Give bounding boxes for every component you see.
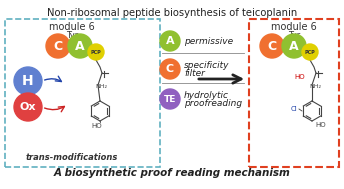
Text: Tyr: Tyr	[288, 31, 300, 40]
Text: filter: filter	[184, 68, 205, 77]
Circle shape	[160, 31, 180, 51]
Text: C: C	[267, 40, 277, 53]
Text: NH₂: NH₂	[95, 84, 107, 88]
Text: HO: HO	[92, 123, 102, 129]
Circle shape	[302, 44, 318, 60]
Text: trans-modifications: trans-modifications	[26, 153, 118, 162]
Text: Tyr: Tyr	[66, 31, 78, 40]
Text: A: A	[166, 36, 174, 46]
Text: HO: HO	[294, 74, 305, 80]
Text: permissive: permissive	[184, 36, 233, 46]
Text: C: C	[166, 64, 174, 74]
Text: A: A	[289, 40, 299, 53]
Text: module 6: module 6	[271, 22, 317, 32]
Text: Non-ribosomal peptide biosynthesis of teicoplanin: Non-ribosomal peptide biosynthesis of te…	[47, 8, 297, 18]
Text: PCP: PCP	[90, 50, 101, 54]
Text: H: H	[22, 74, 34, 88]
Text: HO: HO	[315, 122, 326, 128]
Circle shape	[160, 59, 180, 79]
Text: NH₂: NH₂	[309, 84, 321, 88]
Text: specificity: specificity	[184, 60, 229, 70]
Circle shape	[46, 34, 70, 58]
Text: Ox: Ox	[20, 102, 36, 112]
Text: proofreading: proofreading	[184, 98, 242, 108]
Text: C: C	[53, 40, 63, 53]
Text: TE: TE	[164, 94, 176, 104]
Circle shape	[282, 34, 306, 58]
Circle shape	[260, 34, 284, 58]
Circle shape	[14, 67, 42, 95]
Circle shape	[160, 89, 180, 109]
Circle shape	[68, 34, 92, 58]
Circle shape	[14, 93, 42, 121]
Text: module 6: module 6	[49, 22, 95, 32]
Text: hydrolytic: hydrolytic	[184, 91, 229, 99]
Text: PCP: PCP	[305, 50, 315, 54]
Text: A: A	[75, 40, 85, 53]
Text: Cl: Cl	[290, 106, 297, 112]
Text: A biosynthetic proof reading mechanism: A biosynthetic proof reading mechanism	[54, 168, 290, 178]
Circle shape	[88, 44, 104, 60]
